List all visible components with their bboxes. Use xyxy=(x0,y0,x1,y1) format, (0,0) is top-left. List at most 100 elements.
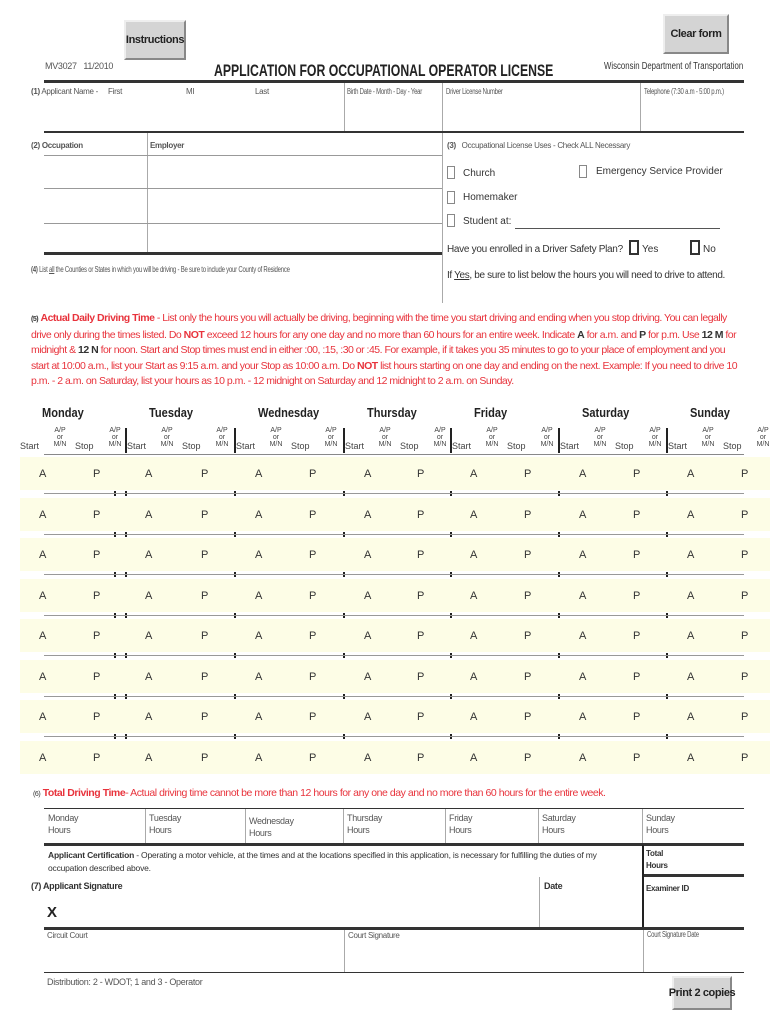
start-time-field-sunday[interactable] xyxy=(682,540,702,569)
start-time-field-tuesday[interactable] xyxy=(141,459,161,488)
stop-time-field-friday[interactable] xyxy=(520,621,540,650)
stop-time-field-sunday[interactable] xyxy=(736,621,756,650)
homemaker-checkbox[interactable] xyxy=(447,191,455,204)
schedule-row[interactable] xyxy=(20,497,770,531)
safety-no-checkbox[interactable] xyxy=(690,240,700,255)
start-time-field-saturday[interactable] xyxy=(574,743,594,772)
start-time-field-thursday[interactable] xyxy=(359,459,379,488)
start-time-field-friday[interactable] xyxy=(466,459,486,488)
stop-time-field-monday[interactable] xyxy=(88,621,108,650)
start-time-field-sunday[interactable] xyxy=(682,500,702,529)
stop-time-field-thursday[interactable] xyxy=(413,743,433,772)
stop-time-field-sunday[interactable] xyxy=(736,702,756,731)
start-time-field-saturday[interactable] xyxy=(574,500,594,529)
start-time-field-monday[interactable] xyxy=(34,581,54,610)
start-time-field-friday[interactable] xyxy=(466,581,486,610)
schedule-row[interactable] xyxy=(20,619,770,652)
stop-time-field-wednesday[interactable] xyxy=(304,621,324,650)
stop-time-field-thursday[interactable] xyxy=(413,500,433,529)
total-hours-sunday[interactable]: Sunday Hours xyxy=(646,812,675,836)
stop-time-field-friday[interactable] xyxy=(520,581,540,610)
stop-time-field-thursday[interactable] xyxy=(413,702,433,731)
stop-time-field-tuesday[interactable] xyxy=(195,743,215,772)
start-time-field-wednesday[interactable] xyxy=(250,581,270,610)
start-time-field-wednesday[interactable] xyxy=(250,621,270,650)
stop-time-field-tuesday[interactable] xyxy=(195,581,215,610)
start-time-field-monday[interactable] xyxy=(34,459,54,488)
stop-time-field-saturday[interactable] xyxy=(628,662,648,691)
stop-time-field-friday[interactable] xyxy=(520,500,540,529)
stop-time-field-monday[interactable] xyxy=(88,540,108,569)
stop-time-field-friday[interactable] xyxy=(520,540,540,569)
occupation-row-3[interactable] xyxy=(44,225,442,252)
stop-time-field-saturday[interactable] xyxy=(628,459,648,488)
applicant-signature-field[interactable] xyxy=(60,893,538,926)
stop-time-field-friday[interactable] xyxy=(520,702,540,731)
stop-time-field-wednesday[interactable] xyxy=(304,500,324,529)
stop-time-field-thursday[interactable] xyxy=(413,581,433,610)
start-time-field-monday[interactable] xyxy=(34,702,54,731)
stop-time-field-thursday[interactable] xyxy=(413,540,433,569)
start-time-field-thursday[interactable] xyxy=(359,621,379,650)
start-time-field-thursday[interactable] xyxy=(359,500,379,529)
start-time-field-wednesday[interactable] xyxy=(250,459,270,488)
stop-time-field-sunday[interactable] xyxy=(736,459,756,488)
stop-time-field-tuesday[interactable] xyxy=(195,621,215,650)
start-time-field-sunday[interactable] xyxy=(682,662,702,691)
start-time-field-friday[interactable] xyxy=(466,500,486,529)
stop-time-field-sunday[interactable] xyxy=(736,743,756,772)
stop-time-field-saturday[interactable] xyxy=(628,702,648,731)
total-hours-monday[interactable]: Monday Hours xyxy=(48,812,79,836)
start-time-field-wednesday[interactable] xyxy=(250,500,270,529)
stop-time-field-saturday[interactable] xyxy=(628,500,648,529)
instructions-button[interactable]: Instructions xyxy=(124,20,186,60)
church-checkbox[interactable] xyxy=(447,166,455,179)
stop-time-field-wednesday[interactable] xyxy=(304,662,324,691)
start-time-field-wednesday[interactable] xyxy=(250,743,270,772)
stop-time-field-monday[interactable] xyxy=(88,500,108,529)
start-time-field-sunday[interactable] xyxy=(682,581,702,610)
start-time-field-friday[interactable] xyxy=(466,621,486,650)
clear-form-button[interactable]: Clear form xyxy=(663,14,729,54)
stop-time-field-sunday[interactable] xyxy=(736,662,756,691)
start-time-field-sunday[interactable] xyxy=(682,621,702,650)
start-time-field-tuesday[interactable] xyxy=(141,662,161,691)
schedule-row[interactable] xyxy=(20,538,770,571)
schedule-row[interactable] xyxy=(20,740,770,774)
start-time-field-friday[interactable] xyxy=(466,662,486,691)
student-checkbox[interactable] xyxy=(447,214,455,227)
start-time-field-thursday[interactable] xyxy=(359,743,379,772)
start-time-field-friday[interactable] xyxy=(466,540,486,569)
start-time-field-tuesday[interactable] xyxy=(141,743,161,772)
stop-time-field-thursday[interactable] xyxy=(413,459,433,488)
start-time-field-friday[interactable] xyxy=(466,702,486,731)
start-time-field-sunday[interactable] xyxy=(682,459,702,488)
stop-time-field-tuesday[interactable] xyxy=(195,662,215,691)
stop-time-field-wednesday[interactable] xyxy=(304,702,324,731)
safety-yes-checkbox[interactable] xyxy=(629,240,639,255)
start-time-field-saturday[interactable] xyxy=(574,702,594,731)
stop-time-field-wednesday[interactable] xyxy=(304,581,324,610)
counties-field[interactable] xyxy=(44,277,442,303)
total-hours-thursday[interactable]: Thursday Hours xyxy=(347,812,382,836)
start-time-field-friday[interactable] xyxy=(466,743,486,772)
student-school-field[interactable] xyxy=(515,215,720,229)
start-time-field-sunday[interactable] xyxy=(682,743,702,772)
stop-time-field-tuesday[interactable] xyxy=(195,459,215,488)
start-time-field-thursday[interactable] xyxy=(359,662,379,691)
start-time-field-wednesday[interactable] xyxy=(250,662,270,691)
stop-time-field-monday[interactable] xyxy=(88,581,108,610)
start-time-field-thursday[interactable] xyxy=(359,540,379,569)
start-time-field-tuesday[interactable] xyxy=(141,500,161,529)
stop-time-field-thursday[interactable] xyxy=(413,621,433,650)
stop-time-field-saturday[interactable] xyxy=(628,621,648,650)
start-time-field-saturday[interactable] xyxy=(574,581,594,610)
stop-time-field-wednesday[interactable] xyxy=(304,540,324,569)
start-time-field-wednesday[interactable] xyxy=(250,540,270,569)
schedule-row[interactable] xyxy=(20,578,770,612)
start-time-field-wednesday[interactable] xyxy=(250,702,270,731)
stop-time-field-friday[interactable] xyxy=(520,662,540,691)
stop-time-field-saturday[interactable] xyxy=(628,581,648,610)
start-time-field-saturday[interactable] xyxy=(574,621,594,650)
schedule-row[interactable] xyxy=(20,700,770,733)
